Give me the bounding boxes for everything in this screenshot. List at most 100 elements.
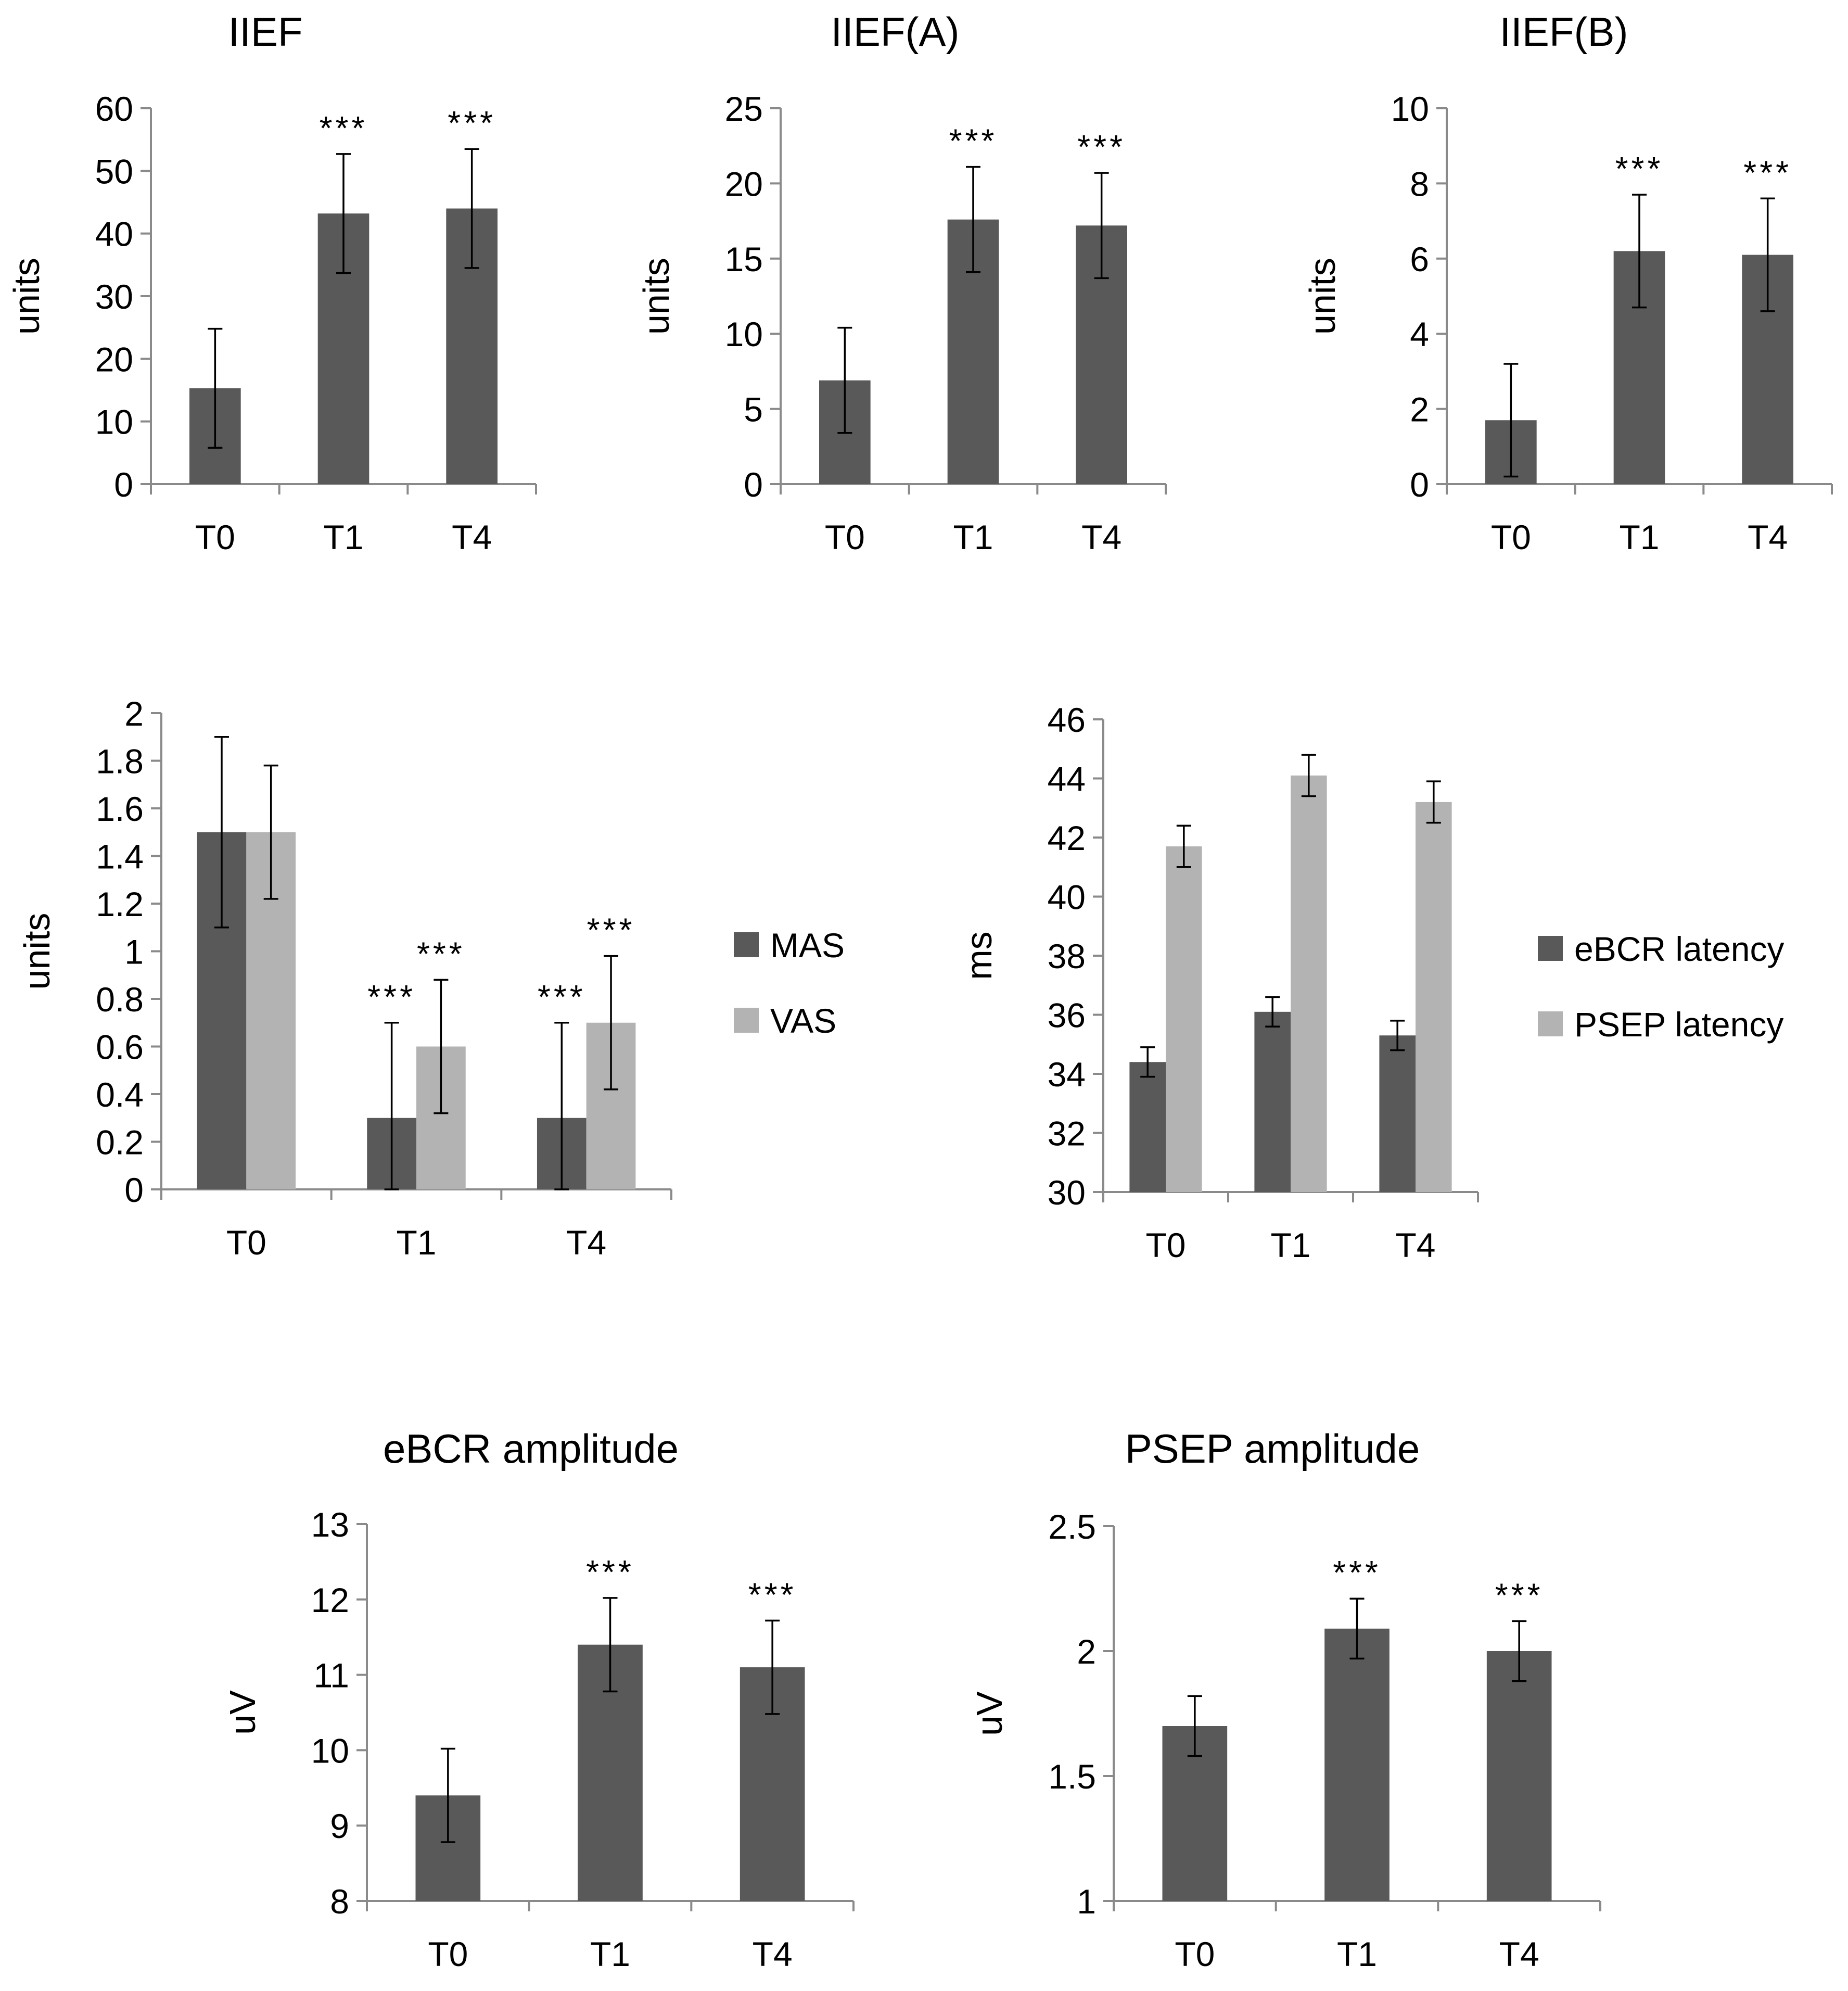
significance-marker: *** — [949, 122, 998, 160]
y-tick-label: 9 — [330, 1807, 349, 1845]
x-tick-label: T4 — [1081, 518, 1121, 556]
y-tick-label: 10 — [311, 1731, 349, 1770]
legend-swatch — [1538, 936, 1563, 961]
significance-marker: *** — [748, 1576, 797, 1613]
x-tick-label: T0 — [226, 1223, 266, 1262]
y-tick-label: 1.6 — [96, 790, 144, 828]
bar-ebcr-latency-t1 — [1254, 1011, 1291, 1192]
legend-swatch — [734, 932, 759, 957]
significance-marker: *** — [587, 911, 635, 949]
x-tick-label: T1 — [1619, 518, 1659, 556]
y-tick-label: 0 — [1410, 465, 1429, 504]
significance-marker: *** — [1333, 1554, 1381, 1591]
y-tick-label: 20 — [95, 340, 133, 378]
chart-iief: IIEF units 0 10 20 30 40 50 60 T0 T1 T4 *** *** — [6, 9, 537, 556]
x-tick-label: T1 — [396, 1223, 436, 1262]
chart-psepamp: PSEP amplitude uV 1 1.5 2 2.5 T0 T1 T4 *** *** — [969, 1426, 1601, 1973]
bar-psep-latency-t4 — [1416, 802, 1452, 1192]
bar-psep-amplitude-t4 — [1486, 1651, 1552, 1901]
y-tick-label: 0.6 — [96, 1028, 144, 1067]
y-tick-label: 8 — [330, 1882, 349, 1921]
x-tick-label: T0 — [428, 1935, 468, 1973]
y-axis-label: ms — [959, 931, 999, 980]
chart-iiefb: IIEF(B) units 0 2 4 6 8 10 T0 T1 T4 *** *** — [1302, 9, 1833, 556]
bar-psep-latency-t0 — [1166, 846, 1202, 1192]
significance-marker: *** — [1077, 128, 1126, 166]
significance-marker: *** — [1495, 1576, 1544, 1614]
legend-swatch — [734, 1008, 759, 1033]
x-tick-label: T0 — [195, 518, 235, 556]
significance-marker: *** — [1615, 150, 1664, 187]
y-tick-label: 36 — [1048, 996, 1086, 1035]
x-tick-label: T4 — [1748, 518, 1788, 556]
y-tick-label: 2 — [1077, 1632, 1096, 1671]
bar-ebcr-latency-t4 — [1379, 1035, 1416, 1192]
y-tick-label: 6 — [1410, 240, 1429, 278]
y-tick-label: 0.2 — [96, 1123, 144, 1162]
x-tick-label: T0 — [1491, 518, 1531, 556]
significance-marker: *** — [586, 1553, 634, 1591]
y-tick-label: 42 — [1048, 819, 1086, 857]
x-tick-label: T0 — [825, 518, 865, 556]
y-tick-label: 1 — [124, 933, 144, 971]
significance-marker: *** — [320, 109, 368, 147]
y-tick-label: 1.8 — [96, 742, 144, 781]
chart-title: IIEF(A) — [831, 9, 960, 55]
chart-masvas: units 0 0.2 0.4 0.6 0.8 1 1.2 1.4 1.6 1.8 2 T0 T1 T4 **… — [17, 694, 845, 1262]
y-tick-label: 44 — [1048, 760, 1086, 798]
y-axis-label: units — [1302, 258, 1343, 335]
y-axis-label: units — [6, 258, 47, 335]
y-tick-label: 10 — [1391, 90, 1429, 128]
y-tick-label: 2 — [124, 694, 144, 733]
y-tick-label: 5 — [744, 390, 763, 429]
chart-iiefa: IIEF(A) units 0 5 10 15 20 25 T0 T1 T4 *** *** — [636, 9, 1167, 556]
x-tick-label: T4 — [1395, 1226, 1435, 1264]
bar-ebcr-latency-t0 — [1129, 1062, 1166, 1192]
chart-title: eBCR amplitude — [383, 1426, 679, 1472]
chart-title: IIEF(B) — [1500, 9, 1628, 55]
y-tick-label: 30 — [95, 277, 133, 316]
bar-psep-latency-t1 — [1291, 775, 1327, 1192]
y-tick-label: 2.5 — [1048, 1507, 1096, 1546]
y-tick-label: 60 — [95, 90, 133, 128]
y-axis-label: units — [17, 913, 57, 990]
y-tick-label: 12 — [311, 1581, 349, 1619]
y-tick-label: 46 — [1048, 701, 1086, 739]
y-tick-label: 11 — [313, 1656, 349, 1695]
y-tick-label: 0.4 — [96, 1075, 144, 1114]
significance-marker: *** — [448, 104, 496, 142]
bar-psep-amplitude-t1 — [1324, 1628, 1390, 1901]
legend-label: eBCR latency — [1574, 930, 1785, 968]
x-tick-label: T1 — [1270, 1226, 1310, 1264]
y-tick-label: 8 — [1410, 164, 1429, 203]
y-tick-label: 15 — [725, 240, 763, 278]
legend-label: PSEP latency — [1574, 1005, 1783, 1044]
significance-marker: *** — [417, 935, 465, 972]
x-tick-label: T1 — [1337, 1935, 1377, 1973]
x-tick-label: T0 — [1145, 1226, 1186, 1264]
x-tick-label: T4 — [452, 518, 492, 556]
significance-marker: *** — [538, 978, 586, 1016]
y-axis-label: units — [636, 258, 677, 335]
y-tick-label: 50 — [95, 152, 133, 191]
y-tick-label: 25 — [725, 90, 763, 128]
significance-marker: *** — [367, 978, 416, 1016]
x-tick-label: T4 — [566, 1223, 606, 1262]
y-tick-label: 10 — [725, 315, 763, 353]
y-tick-label: 1.2 — [96, 885, 144, 923]
x-tick-label: T1 — [590, 1935, 630, 1973]
chart-latency: ms 30 32 34 36 38 40 42 44 46 T0 T1 T4 eBCR latency PS… — [959, 701, 1785, 1264]
x-tick-label: T1 — [953, 518, 993, 556]
y-tick-label: 0 — [114, 465, 133, 504]
legend-label: MAS — [770, 926, 845, 965]
x-tick-label: T1 — [323, 518, 363, 556]
significance-marker: *** — [1743, 154, 1792, 191]
legend-label: VAS — [770, 1001, 836, 1040]
y-tick-label: 1 — [1077, 1882, 1096, 1921]
y-tick-label: 40 — [95, 215, 133, 253]
y-tick-label: 0.8 — [96, 980, 144, 1019]
chart-title: IIEF — [228, 9, 302, 55]
legend-swatch — [1538, 1011, 1563, 1036]
y-tick-label: 13 — [311, 1505, 349, 1544]
y-tick-label: 0 — [744, 465, 763, 504]
